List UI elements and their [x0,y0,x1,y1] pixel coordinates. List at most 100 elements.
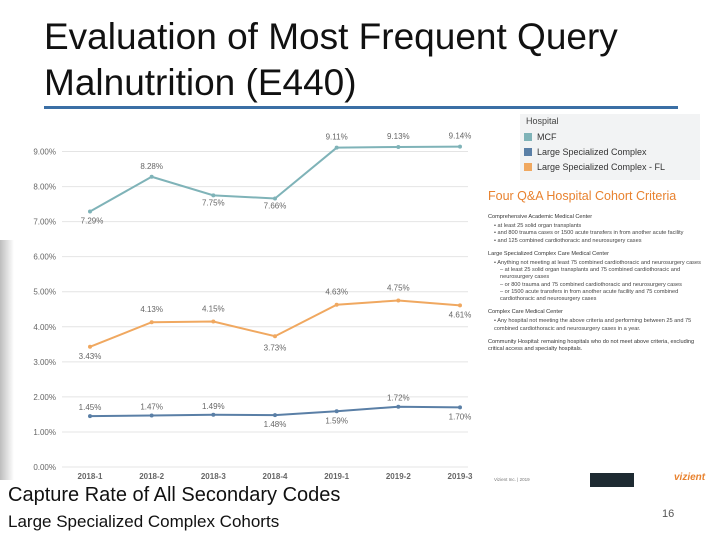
footer-dark-box [590,473,634,487]
criteria-sections: Comprehensive Academic Medical Center at … [484,214,706,353]
data-point [88,414,92,419]
criteria-bullet: and 125 combined cardiothoracic and neur… [494,238,706,245]
data-point [88,209,92,214]
legend-label-large-specialized-complex: Large Specialized Complex [537,147,647,157]
x-tick-label: 2019-2 [386,472,411,481]
y-tick-label: 0.00% [33,463,56,472]
x-tick-label: 2019-3 [448,472,473,481]
data-point [211,319,216,324]
criteria-heading: Complex Care Medical Center [488,309,563,316]
data-label: 1.70% [449,412,472,421]
legend-swatch-mcf [524,133,532,141]
legend-swatch-large-specialized-complex-fl [524,163,532,171]
y-tick-label: 2.00% [33,393,56,402]
data-label: 1.49% [202,402,225,411]
data-point [211,412,216,417]
y-tick-label: 5.00% [33,288,56,297]
y-tick-label: 9.00% [33,148,56,157]
data-label: 1.45% [79,403,102,412]
criteria-section: Complex Care Medical Center Any hospital … [488,309,706,333]
legend-item-large-specialized-complex-fl: Large Specialized Complex - FL [524,162,665,172]
data-point [396,404,401,409]
y-tick-label: 3.00% [33,358,56,367]
data-label: 9.13% [387,132,410,141]
data-point [211,193,216,198]
footer-text: Vizient Inc. | 2019 [494,477,530,482]
y-tick-label: 8.00% [33,183,56,192]
legend-item-large-specialized-complex: Large Specialized Complex [524,147,647,157]
line-chart: 0.00% 1.00% 2.00% 3.00% 4.00% 5.00% 6.00% 7.00%… [33,132,473,481]
data-point [334,145,339,150]
criteria-heading: Comprehensive Academic Medical Center [488,214,593,220]
data-label: 7.66% [264,201,287,210]
criteria-heading: Community Hospital: remaining hospitals … [488,338,695,353]
legend-label-large-specialized-complex-fl: Large Specialized Complex - FL [537,162,666,172]
criteria-section: Comprehensive Academic Medical Center at … [488,214,706,245]
data-label: 4.61% [449,310,472,319]
chart-legend: Hospital MCF Large Specialized Complex L… [520,114,700,180]
data-point [458,144,462,149]
data-label: 9.14% [449,132,472,141]
y-tick-label: 4.00% [33,323,56,332]
criteria-section: Community Hospital: remaining hospitals … [488,339,706,353]
criteria-bullet: Anything not meeting at least 75 combine… [494,260,706,267]
x-tick-label: 2018-4 [263,472,288,481]
y-tick-label: 1.00% [33,428,56,437]
data-label: 4.15% [202,305,225,314]
data-point [88,344,92,349]
data-point [149,413,154,418]
x-tick-label: 2018-1 [78,472,103,481]
y-tick-label: 6.00% [33,253,56,262]
legend-item-mcf: MCF [524,132,557,142]
data-label: 4.13% [140,305,163,314]
criteria-bullet: Any hospital not meeting the above crite… [494,318,706,332]
vizient-logo: vizient [674,472,706,483]
x-tick-label: 2019-1 [324,472,349,481]
data-label: 3.73% [264,343,287,352]
criteria-bullet: at least 25 solid organ transplants [494,223,706,230]
chart-caption-line2: Large Specialized Complex Cohorts [8,512,280,531]
criteria-title: Four Q&A Hospital Cohort Criteria [488,189,677,203]
legend-swatch-large-specialized-complex [524,148,532,156]
data-point [458,405,462,410]
page-number: 16 [662,508,675,520]
data-point [396,298,401,303]
criteria-section: Large Specialized Complex Care Medical C… [488,251,706,303]
data-label: 7.29% [81,216,104,225]
data-point [149,174,154,179]
data-point [334,302,339,307]
data-label: 1.72% [387,394,410,403]
data-label: 4.75% [387,284,410,293]
chart-caption-line1: Capture Rate of All Secondary Codes [8,484,341,506]
criteria-heading: Large Specialized Complex Care Medical C… [488,250,609,257]
data-point [149,320,154,325]
legend-title: Hospital [526,116,559,126]
y-tick-label: 7.00% [33,218,56,227]
data-label: 7.75% [202,198,225,207]
criteria-bullet: and 800 trauma cases or 1500 acute trans… [494,230,706,237]
legend-label-mcf: MCF [537,132,557,142]
slide-title: Evaluation of Most Frequent Query Malnut… [44,16,618,103]
data-label: 4.63% [325,288,348,297]
data-point [273,334,277,339]
data-point [396,144,401,149]
data-label: 8.28% [140,162,163,171]
data-label: 1.59% [325,416,348,425]
data-label: 9.11% [326,133,348,142]
data-label: 1.47% [140,402,163,411]
left-edge-shadow [0,240,14,480]
x-tick-label: 2018-3 [201,472,226,481]
data-point [334,409,339,414]
criteria-sub-bullet: or 1500 acute transfers in from another … [500,289,706,303]
data-point [273,196,277,201]
data-label: 1.48% [264,420,287,429]
cohort-criteria-panel: Four Q&A Hospital Cohort Criteria Compre… [484,184,706,480]
data-point [273,413,277,418]
criteria-sub-bullet: at least 25 solid organ transplants and … [500,267,706,281]
criteria-sub-bullet: or 800 trauma and 75 combined cardiothor… [500,282,706,289]
criteria-footer: Vizient Inc. | 2019 vizient [486,470,705,492]
x-tick-label: 2018-2 [139,472,164,481]
data-point [458,303,462,308]
data-label: 3.43% [79,352,102,361]
title-underline [44,106,678,109]
